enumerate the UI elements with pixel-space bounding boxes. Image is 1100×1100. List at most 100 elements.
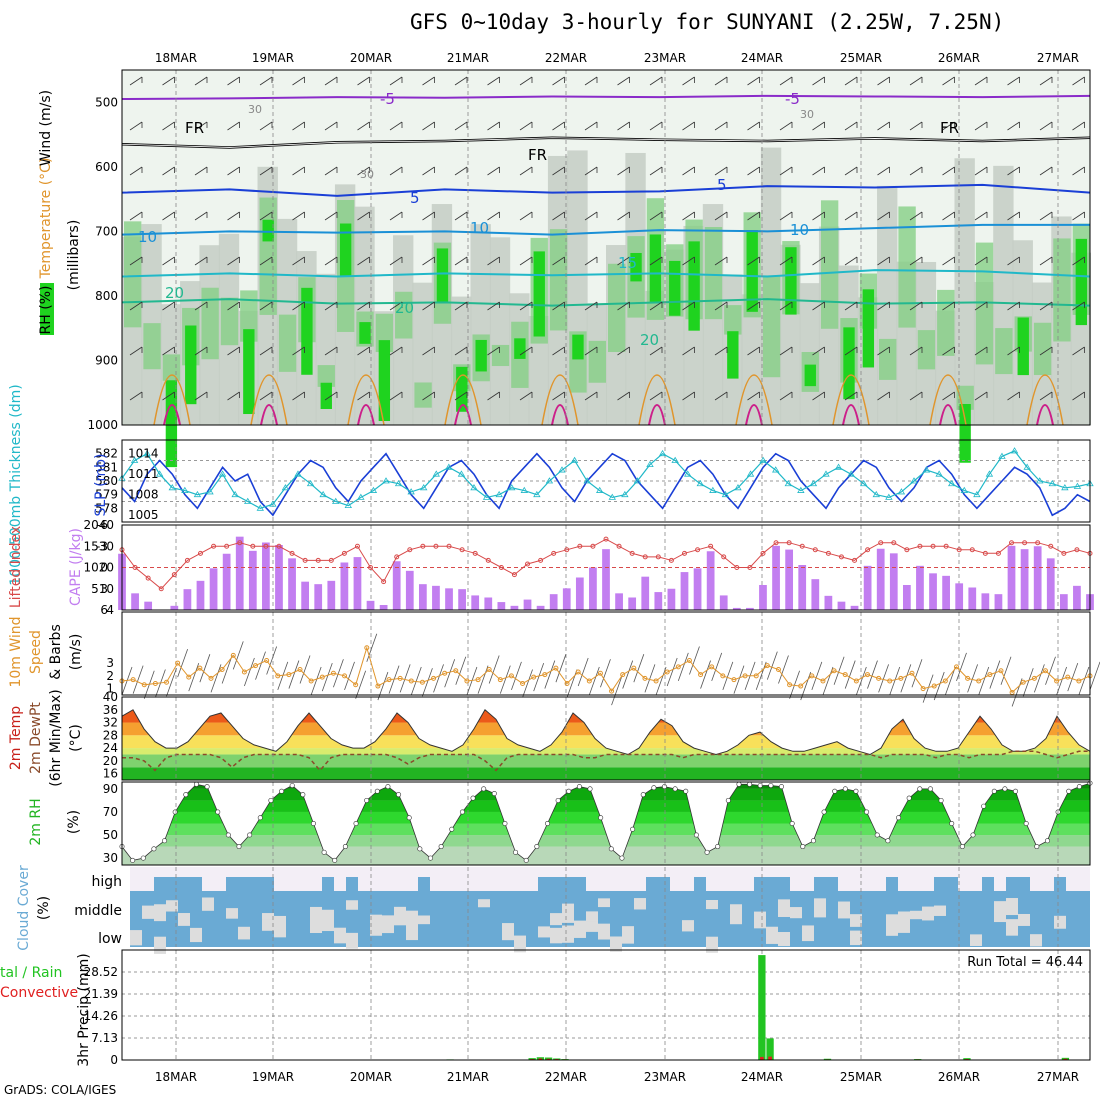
cape-bar-13 bbox=[288, 558, 296, 610]
li-point-9 bbox=[237, 540, 243, 546]
thickness-point-47 bbox=[709, 486, 717, 493]
cape-bar-68 bbox=[1007, 545, 1016, 610]
rh-point-50 bbox=[651, 785, 657, 791]
rh-point-49 bbox=[640, 792, 646, 798]
barb-5-26 bbox=[974, 301, 988, 311]
rh-shade-mid-2 bbox=[162, 354, 181, 381]
chart-title: GFS 0~10day 3-hourly for SUNYANI (2.25W,… bbox=[410, 10, 1005, 34]
barb-1-18 bbox=[714, 121, 728, 131]
rh-shade-mid-10 bbox=[317, 365, 335, 387]
barb-2-8 bbox=[389, 166, 403, 176]
p2-ytick-right-0: 1005 bbox=[128, 508, 159, 522]
rh-shade-high-34 bbox=[785, 247, 797, 315]
wind-point-69 bbox=[887, 678, 893, 684]
thickness-point-63 bbox=[910, 477, 918, 484]
barb-0-13 bbox=[552, 76, 565, 86]
ylabel-speed: Speed bbox=[28, 630, 44, 674]
cloud-high-cell-53 bbox=[766, 877, 778, 891]
barb-1-11 bbox=[487, 121, 500, 131]
barb-4-10 bbox=[454, 256, 468, 266]
wind-barb-50 bbox=[677, 652, 689, 682]
wind-point-46 bbox=[631, 665, 637, 671]
li-point-54 bbox=[825, 550, 831, 556]
barb-7-7 bbox=[357, 391, 370, 401]
li-point-39 bbox=[629, 550, 635, 556]
wind-barb-9 bbox=[221, 655, 233, 684]
barb-2-19 bbox=[747, 166, 760, 176]
convective-bar-115 bbox=[1063, 1058, 1068, 1060]
barb-7-17 bbox=[682, 391, 695, 401]
barb-2-23 bbox=[877, 166, 890, 176]
barb-4-17 bbox=[682, 256, 695, 266]
barb-7-12 bbox=[519, 391, 533, 401]
cloud-high-cell-54 bbox=[778, 877, 790, 891]
li-point-24 bbox=[433, 543, 439, 549]
wind-point-33 bbox=[486, 666, 492, 672]
rh-shade-high-31 bbox=[727, 331, 739, 379]
barb-5-18 bbox=[714, 301, 728, 311]
rh-shade-high-16 bbox=[436, 248, 449, 304]
cloud-label-middle: middle bbox=[74, 903, 122, 919]
rh-shade-high-49 bbox=[1075, 238, 1087, 326]
li-point-40 bbox=[642, 554, 648, 560]
barb-0-20 bbox=[779, 76, 793, 86]
rh-shade-mid-5 bbox=[220, 297, 239, 346]
cape-bar-51 bbox=[785, 549, 794, 610]
cape-bar-65 bbox=[968, 587, 977, 610]
barb-3-0 bbox=[129, 211, 143, 221]
barb-1-0 bbox=[129, 121, 143, 131]
wind-barb-10 bbox=[232, 641, 244, 670]
barb-1-12 bbox=[519, 121, 533, 131]
cloud-mid-cell-42 bbox=[634, 898, 646, 910]
ylabel-thickness: 1000-500mb Thickness (dm) bbox=[8, 384, 24, 585]
wind-barb-5 bbox=[177, 648, 189, 678]
plume-orange-3 bbox=[444, 374, 482, 426]
wind-point-39 bbox=[553, 665, 559, 671]
barb-0-26 bbox=[974, 76, 988, 86]
cloud-mid-cell-4 bbox=[178, 913, 190, 926]
rh-shade-mid-25 bbox=[608, 263, 626, 353]
precip-bar-78 bbox=[758, 955, 766, 1060]
barb-1-3 bbox=[227, 121, 240, 131]
wind-point-17 bbox=[308, 678, 314, 684]
wind-barb-32 bbox=[477, 665, 489, 694]
temp-band-5 bbox=[122, 709, 1090, 723]
date-label-bottom-9: 27MAR bbox=[1037, 1070, 1079, 1084]
rh-shade-mid-22 bbox=[549, 229, 568, 331]
convective-bar-51 bbox=[538, 1058, 543, 1060]
barb-5-24 bbox=[909, 301, 923, 311]
barb-5-9 bbox=[422, 301, 435, 311]
thickness-point-69 bbox=[985, 470, 994, 477]
barb-6-4 bbox=[259, 346, 273, 356]
li-point-72 bbox=[1061, 550, 1067, 556]
cape-bar-73 bbox=[1073, 585, 1081, 610]
rh-shade-mid-47 bbox=[1033, 322, 1052, 376]
contour-label-14: 30 bbox=[248, 103, 262, 116]
cape-bar-69 bbox=[1020, 549, 1029, 610]
barb-3-3 bbox=[227, 211, 240, 221]
rh-shade-high-28 bbox=[669, 260, 681, 316]
thickness-point-58 bbox=[847, 470, 855, 477]
wind-point-81 bbox=[1020, 679, 1026, 685]
rh-shade-grey-18 bbox=[470, 224, 491, 425]
thickness-point-12 bbox=[269, 500, 277, 507]
rh-shade-mid-6 bbox=[240, 290, 258, 342]
li-point-37 bbox=[603, 536, 609, 542]
ylabel-rh-pct: (%) bbox=[66, 810, 82, 834]
li-point-16 bbox=[328, 557, 334, 563]
barb-2-20 bbox=[779, 166, 793, 176]
wind-point-73 bbox=[931, 683, 937, 689]
cloud-mid-cell-73 bbox=[1006, 898, 1018, 916]
rh-point-3 bbox=[151, 846, 157, 852]
wind-panel-frame bbox=[121, 611, 1091, 696]
cloud-low-cell-23 bbox=[406, 925, 418, 941]
plume-magenta-9 bbox=[1036, 404, 1054, 426]
barb-7-20 bbox=[779, 391, 793, 401]
p2-ytick-right-3: 1014 bbox=[128, 447, 159, 461]
barb-2-6 bbox=[324, 166, 338, 176]
wind-barb-33 bbox=[488, 655, 500, 684]
wind-barb-42 bbox=[588, 666, 600, 696]
date-label-top-6: 24MAR bbox=[741, 51, 783, 65]
wind-barb-24 bbox=[388, 665, 400, 694]
rh-point-4 bbox=[162, 838, 168, 844]
